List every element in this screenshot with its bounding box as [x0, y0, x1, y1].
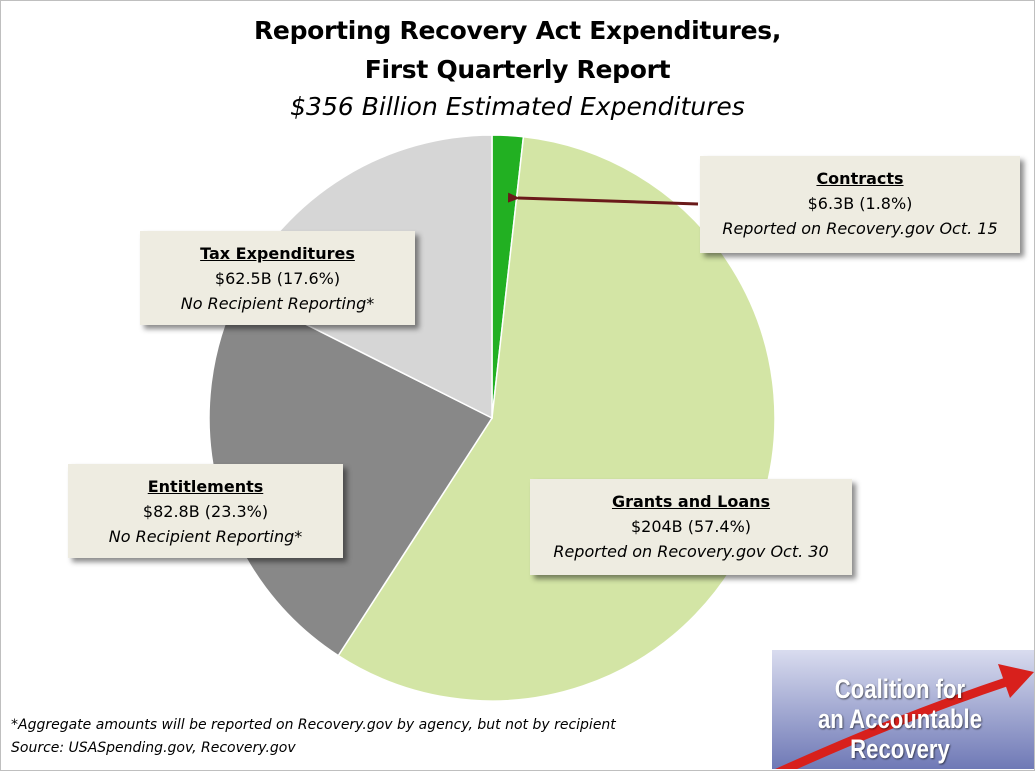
entitlements-callout: Entitlements $82.8B (23.3%) No Recipient… [68, 464, 343, 558]
chart-title-line-2: First Quarterly Report [364, 55, 671, 84]
chart-subtitle: $356 Billion Estimated Expenditures [290, 92, 745, 121]
logo-arrow-icon [775, 664, 1034, 769]
contracts-callout-arrow [507, 192, 699, 206]
entitlements-note: No Recipient Reporting* [108, 527, 303, 546]
tax-expenditures-callout: Tax Expenditures $62.5B (17.6%) No Recip… [140, 231, 415, 325]
logo-text-line-2: an Accountable [817, 704, 983, 734]
contracts-label: Contracts [816, 169, 904, 188]
grants-and-loans-note: Reported on Recovery.gov Oct. 30 [553, 542, 829, 561]
grants-and-loans-label: Grants and Loans [611, 492, 771, 511]
tax-expenditures-label: Tax Expenditures [200, 244, 355, 263]
logo-text-line-3: Recovery [850, 734, 950, 764]
tax-expenditures-note: No Recipient Reporting* [180, 294, 375, 313]
grants-and-loans-value: $204B (57.4%) [630, 517, 752, 536]
coalition-logo: Coalition for an Accountable Recovery [772, 650, 1034, 769]
contracts-note: Reported on Recovery.gov Oct. 15 [722, 219, 998, 238]
footnote-aggregate: *Aggregate amounts will be reported on R… [11, 717, 616, 733]
chart-title-line-1: Reporting Recovery Act Expenditures, [253, 16, 782, 45]
contracts-callout: Contracts $6.3B (1.8%) Reported on Recov… [700, 156, 1020, 253]
footnote-source: Source: USASpending.gov, Recovery.gov [11, 740, 296, 756]
entitlements-label: Entitlements [147, 477, 264, 496]
contracts-value: $6.3B (1.8%) [807, 194, 913, 213]
tax-expenditures-value: $62.5B (17.6%) [214, 269, 341, 288]
entitlements-value: $82.8B (23.3%) [142, 502, 269, 521]
logo-text-line-1: Coalition for [834, 674, 966, 704]
grants-and-loans-callout: Grants and Loans $204B (57.4%) Reported … [530, 479, 852, 575]
